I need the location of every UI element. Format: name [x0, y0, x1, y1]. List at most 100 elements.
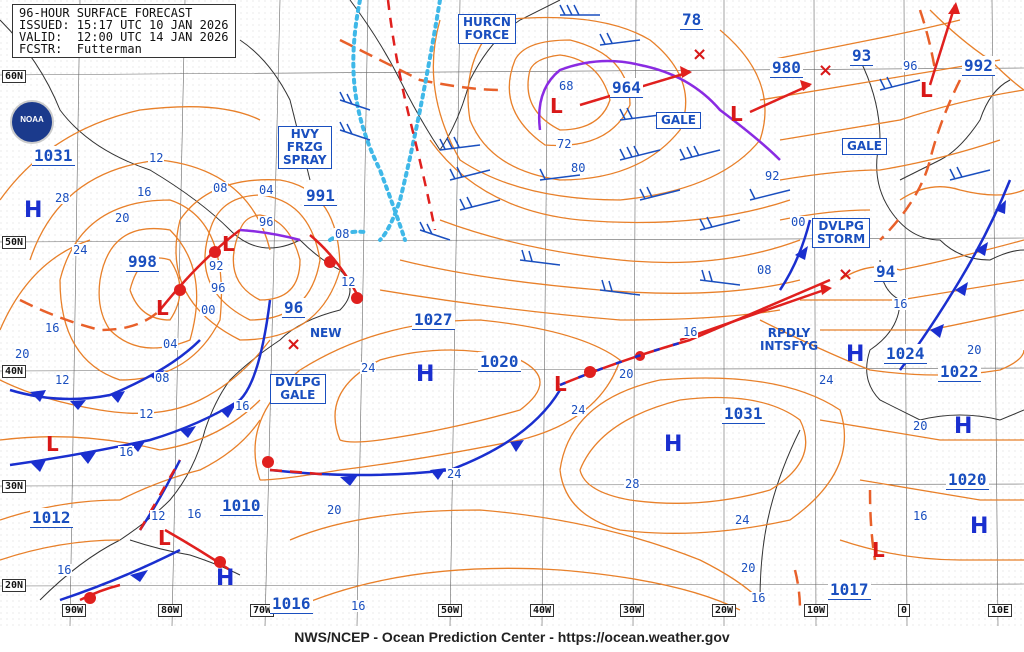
isobar-label: 68: [558, 79, 575, 93]
header-issued: ISSUED: 15:17 UTC 10 JAN 2026: [19, 18, 229, 32]
header-forecaster: FCSTR: Futterman: [19, 42, 142, 56]
low-pressure-center: L: [46, 432, 59, 456]
lat-label-40n: 40N: [2, 365, 27, 378]
high-pressure-center: H: [664, 432, 683, 457]
isobar-label: 20: [14, 347, 31, 361]
high-pressure-center: H: [954, 414, 973, 439]
isobar-label: 16: [892, 297, 909, 311]
low-pressure-center: L: [222, 232, 235, 256]
pressure-1016: 1016: [270, 594, 313, 614]
isobar-label: 28: [54, 191, 71, 205]
pressure-78: 78: [680, 10, 704, 30]
pressure-1022: 1022: [938, 362, 981, 382]
isobar-label: 20: [618, 367, 635, 381]
pressure-1031-west: 1031: [32, 146, 75, 166]
isobar-label: 16: [44, 321, 61, 335]
forecast-position-marker: ×: [818, 60, 834, 81]
isobar-label: 16: [750, 591, 767, 605]
isobar-label: 08: [334, 227, 351, 241]
pressure-1020: 1020: [478, 352, 521, 372]
storm-tracks: [579, 4, 957, 342]
warning-hurricane-force: HURCN FORCE: [458, 14, 516, 44]
warning-gale-1: GALE: [656, 112, 701, 129]
isobar-label: 20: [740, 561, 757, 575]
isobar-label: 12: [138, 407, 155, 421]
isobar-label: 20: [966, 343, 983, 357]
isobar-label: 24: [818, 373, 835, 387]
high-pressure-center: H: [24, 198, 43, 223]
isobar-label: 20: [326, 503, 343, 517]
lon-label-0: 0: [898, 604, 911, 617]
header-valid: VALID: 12:00 UTC 14 JAN 2026: [19, 30, 229, 44]
isobar-label: 08: [756, 263, 773, 277]
warm-fronts: [79, 229, 831, 602]
isobar-label: 24: [446, 467, 463, 481]
lat-label-30n: 30N: [2, 480, 27, 493]
isobar-label: 20: [912, 419, 929, 433]
isobar-label: 96: [210, 281, 227, 295]
forecast-position-marker: ×: [286, 334, 302, 355]
isobar-label: 20: [114, 211, 131, 225]
pressure-964: 964: [610, 78, 643, 98]
pressure-980: 980: [770, 58, 803, 78]
lon-label-50w: 50W: [438, 604, 463, 617]
forecast-header: 96-HOUR SURFACE FORECAST ISSUED: 15:17 U…: [12, 4, 236, 58]
isobar-label: 72: [556, 137, 573, 151]
stationary-fronts: [138, 338, 691, 531]
high-pressure-center: H: [416, 362, 435, 387]
isobar-label: 12: [340, 275, 357, 289]
storm-track-heads: [680, 2, 960, 295]
isobar-label: 16: [118, 445, 135, 459]
low-pressure-center: L: [158, 526, 171, 550]
lat-label-50n: 50N: [2, 236, 27, 249]
lon-label-10w: 10W: [804, 604, 829, 617]
wind-barbs: [339, 4, 991, 296]
lon-label-40w: 40W: [530, 604, 555, 617]
pressure-1024: 1024: [884, 344, 927, 364]
low-pressure-center: L: [156, 296, 169, 320]
warning-heavy-freezing-spray: HVY FRZG SPRAY: [278, 126, 332, 169]
isobar-label: 16: [350, 599, 367, 613]
isobar-label: 96: [258, 215, 275, 229]
isobar-label: 16: [912, 509, 929, 523]
pressure-1031: 1031: [722, 404, 765, 424]
surface-analysis-map: [0, 0, 1024, 626]
isobar-label: 16: [56, 563, 73, 577]
isobar-label: 92: [208, 259, 225, 273]
pressure-93: 93: [850, 46, 874, 66]
isobar-label: 24: [734, 513, 751, 527]
note-new: NEW: [310, 326, 342, 340]
forecast-position-marker: ×: [692, 44, 708, 65]
low-pressure-center: L: [872, 538, 885, 562]
lon-label-90w: 90W: [62, 604, 87, 617]
low-pressure-center: L: [730, 102, 743, 126]
isobar-label: 28: [624, 477, 641, 491]
pressure-1012: 1012: [30, 508, 73, 528]
lat-label-20n: 20N: [2, 579, 27, 592]
isobar-label: 16: [186, 507, 203, 521]
isobar-label: 16: [682, 325, 699, 339]
lon-label-80w: 80W: [158, 604, 183, 617]
noaa-logo: NOAA: [10, 100, 54, 144]
isobar-label: 16: [136, 185, 153, 199]
note-rapidly-intensifying: RPDLY INTSFYG: [760, 326, 819, 353]
isobar-label: 08: [212, 181, 229, 195]
pressure-1010: 1010: [220, 496, 263, 516]
pressure-1027: 1027: [412, 310, 455, 330]
low-pressure-center: L: [554, 372, 567, 396]
isobar-label: 24: [570, 403, 587, 417]
pressure-1020-east: 1020: [946, 470, 989, 490]
isobar-label: 24: [72, 243, 89, 257]
troughs: [19, 9, 962, 611]
lon-label-30w: 30W: [620, 604, 645, 617]
lon-label-10e: 10E: [988, 604, 1013, 617]
high-pressure-center: H: [970, 514, 989, 539]
pressure-991: 991: [304, 186, 337, 206]
isobar-label: 92: [764, 169, 781, 183]
isobar-label: 96: [902, 59, 919, 73]
lat-lon-grid: [0, 0, 1024, 626]
lon-label-20w: 20W: [712, 604, 737, 617]
low-pressure-center: L: [920, 78, 933, 102]
occluded-fronts: [239, 59, 781, 242]
high-pressure-center: H: [216, 566, 235, 591]
